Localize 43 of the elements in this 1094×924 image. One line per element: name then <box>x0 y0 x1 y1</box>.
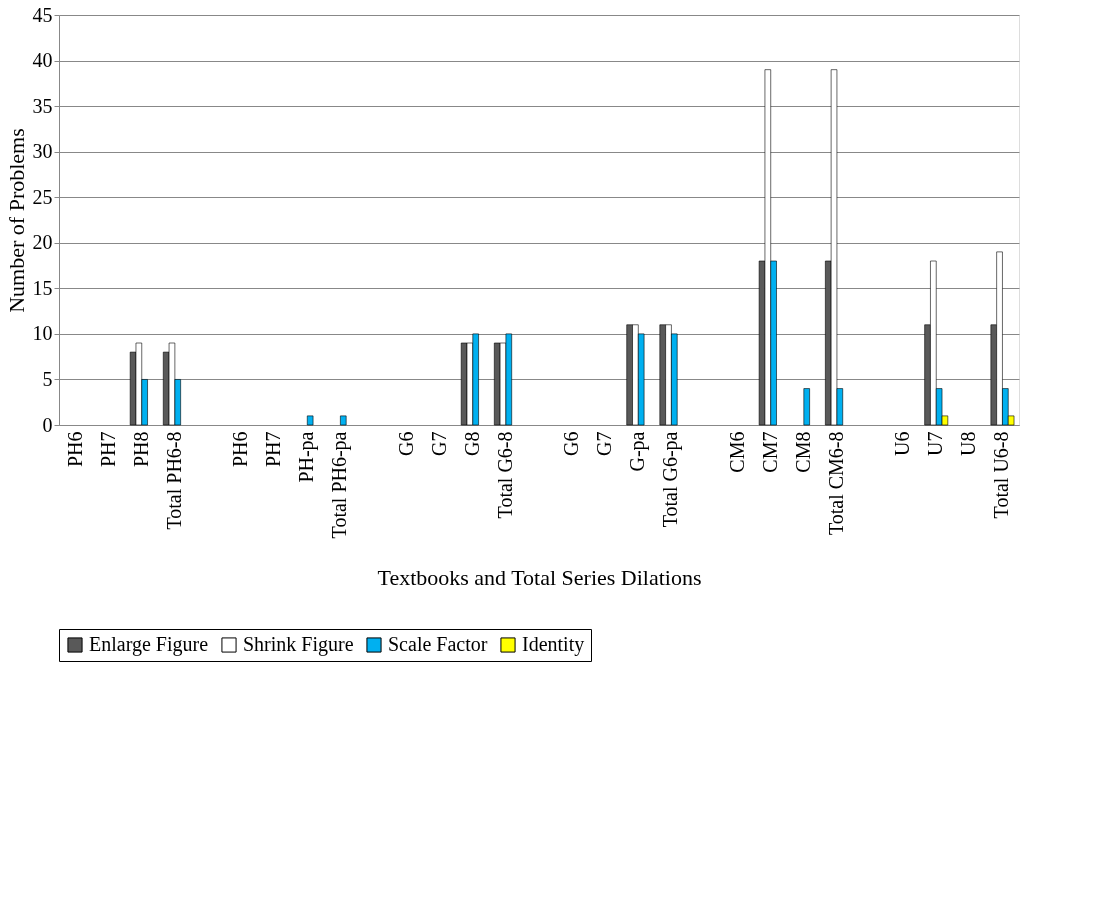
bar <box>340 415 347 426</box>
x-tick-label: Total PH6-pa <box>328 431 352 539</box>
x-tick-label: U6 <box>891 431 914 456</box>
x-tick-label: PH8 <box>129 431 152 468</box>
y-tick-label: 5 <box>42 367 53 390</box>
bar <box>803 388 810 426</box>
x-tick-label: PH6 <box>229 431 252 468</box>
y-tick-label: 25 <box>32 185 53 208</box>
x-tick-label: CM7 <box>758 431 781 473</box>
y-tick-label: 35 <box>32 94 53 117</box>
x-tick-label: PH7 <box>96 431 119 468</box>
x-tick-label: PH7 <box>262 431 285 468</box>
y-tick-label: 45 <box>32 3 53 26</box>
x-tick-label: Total PH6-8 <box>162 431 185 530</box>
x-tick-label: G7 <box>427 431 450 456</box>
x-tick-label: U8 <box>957 431 980 456</box>
y-tick-label: 0 <box>42 413 53 436</box>
x-tick-label: G7 <box>593 431 616 456</box>
y-tick-label: 15 <box>32 276 53 299</box>
x-tick-label: G6 <box>560 431 583 456</box>
legend-label: Identity <box>522 633 585 656</box>
y-tick-label: 10 <box>32 322 53 345</box>
legend-label: Scale Factor <box>388 633 488 655</box>
x-tick-label: CM8 <box>791 431 814 473</box>
x-tick-label: U7 <box>924 431 947 456</box>
x-tick-label: PH6 <box>63 431 86 468</box>
x-tick-label: G-pa <box>626 431 650 472</box>
x-tick-label: Total G6-pa <box>659 431 683 528</box>
y-tick-label: 40 <box>32 49 53 72</box>
x-tick-label: G8 <box>460 431 483 456</box>
y-tick-label: 20 <box>32 231 53 254</box>
legend-label: Shrink Figure <box>243 633 354 656</box>
x-tick-label: PH-pa <box>295 431 319 483</box>
x-tick-label: Total CM6-8 <box>824 431 847 536</box>
x-tick-label: Total G6-8 <box>493 431 516 519</box>
y-axis-title: Number of Problems <box>3 128 29 313</box>
y-tick-label: 30 <box>32 140 53 163</box>
bar <box>306 415 314 426</box>
x-tick-label: CM6 <box>725 431 748 473</box>
x-tick-label: G6 <box>394 431 417 456</box>
x-axis-title: Textbooks and Total Series Dilations <box>377 565 702 591</box>
legend-label: Enlarge Figure <box>89 633 209 656</box>
x-tick-label: Total U6-8 <box>990 431 1013 519</box>
